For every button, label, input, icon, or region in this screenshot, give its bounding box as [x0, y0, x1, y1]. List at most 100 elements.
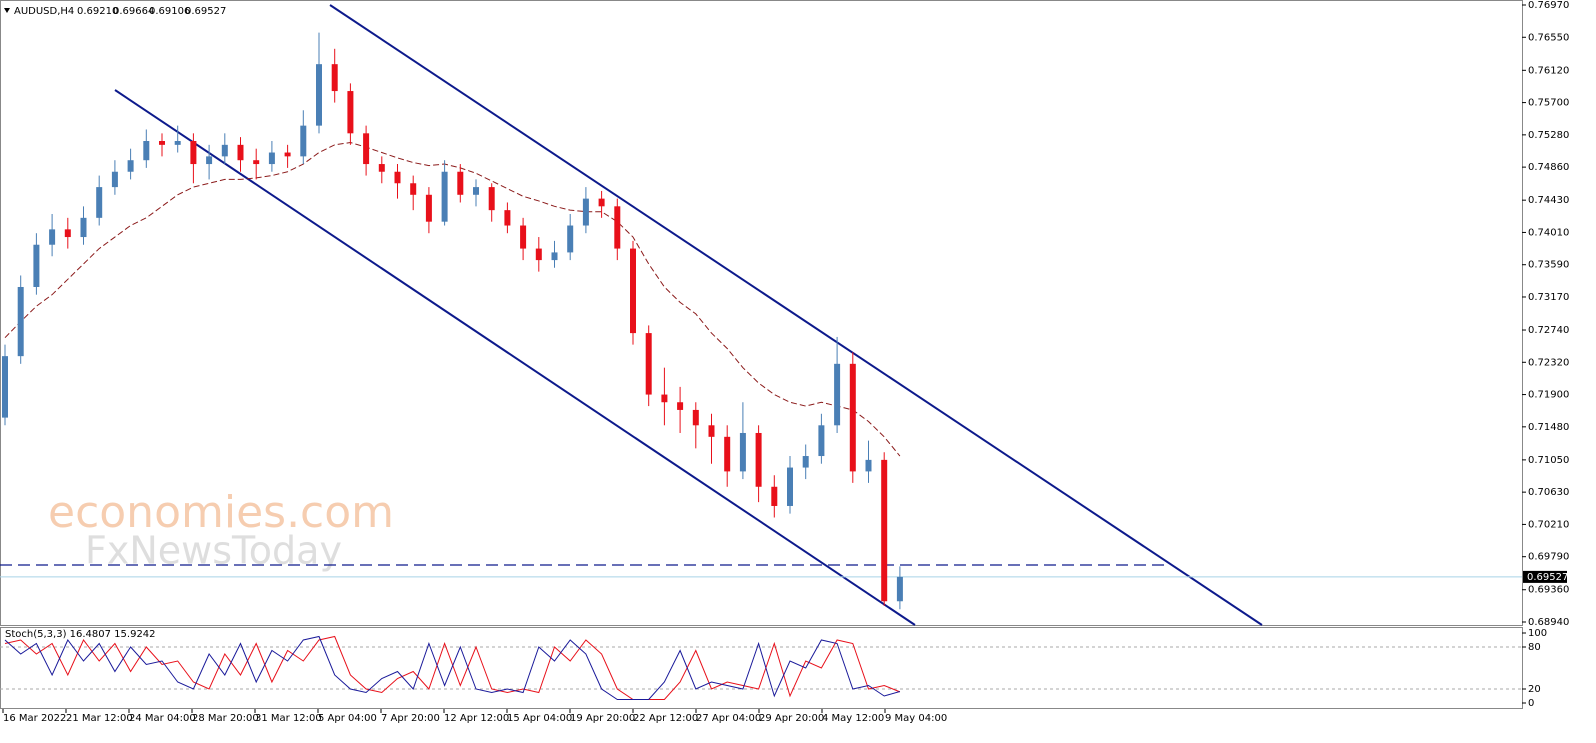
candle-body — [551, 252, 558, 261]
candle-body — [127, 160, 134, 172]
price-label: 0.75280 — [1528, 130, 1569, 141]
price-label: 0.70630 — [1528, 487, 1569, 498]
candle-body — [206, 156, 213, 165]
watermark: economies.com — [48, 487, 394, 538]
candle-body — [410, 183, 417, 195]
moving-average — [4, 142, 901, 457]
candle-body — [316, 64, 322, 126]
candle-body — [473, 187, 479, 195]
candle-body — [661, 394, 668, 403]
candle-body — [425, 194, 432, 222]
time-label: 27 Apr 04:00 — [696, 713, 761, 724]
channel-line — [329, 4, 1263, 626]
time-label: 16 Mar 2022 — [3, 713, 66, 724]
candle-body — [394, 171, 401, 184]
time-label: 9 May 04:00 — [885, 713, 947, 724]
time-label: 12 Apr 12:00 — [444, 713, 509, 724]
time-label: 19 Apr 20:00 — [570, 713, 635, 724]
candle-body — [111, 171, 118, 188]
candle-body — [818, 425, 825, 457]
candle-body — [80, 217, 87, 238]
candle-body — [582, 198, 589, 226]
candle-body — [190, 141, 197, 165]
candle-body — [755, 432, 762, 487]
price-label: 0.69360 — [1528, 585, 1569, 596]
time-label: 5 Apr 04:00 — [318, 713, 377, 724]
candle-body — [614, 206, 621, 249]
price-label: 0.74860 — [1528, 162, 1569, 173]
candle-body — [253, 160, 260, 165]
time-label: 15 Apr 04:00 — [507, 713, 572, 724]
candle-body — [64, 229, 71, 238]
stoch-label: Stoch(5,3,3) 16.4807 15.9242 — [5, 629, 156, 640]
ohlc: 0.69210 — [77, 6, 118, 17]
time-label: 31 Mar 12:00 — [255, 713, 322, 724]
candle-body — [159, 141, 165, 145]
stoch-tick-label: 0 — [1528, 698, 1534, 709]
price-label: 0.76120 — [1528, 65, 1569, 76]
price-label: 0.75700 — [1528, 98, 1569, 109]
candle-body — [488, 187, 495, 211]
watermark: FxNewsToday — [85, 529, 342, 573]
price-label: 0.76970 — [1528, 0, 1569, 11]
candle-body — [17, 286, 24, 357]
time-label: 21 Mar 12:00 — [66, 713, 133, 724]
price-tag-label: 0.69527 — [1527, 572, 1568, 583]
candle-body — [441, 171, 448, 222]
price-label: 0.69790 — [1528, 552, 1569, 563]
price-label: 0.71480 — [1528, 422, 1569, 433]
time-label: 7 Apr 20:00 — [381, 713, 440, 724]
price-label: 0.72740 — [1528, 325, 1569, 336]
price-tag — [1523, 570, 1567, 583]
candle-body — [2, 356, 8, 418]
price-label: 0.71050 — [1528, 455, 1569, 466]
candle-body — [802, 456, 809, 468]
time-label: 28 Mar 20:00 — [192, 713, 259, 724]
candle-body — [284, 152, 291, 157]
candle-body — [724, 436, 731, 472]
candle-body — [896, 576, 903, 602]
price-label: 0.70210 — [1528, 519, 1569, 530]
stoch-signal — [4, 635, 901, 700]
candle-body — [771, 486, 778, 506]
candle-body — [331, 64, 338, 92]
time-label: 22 Apr 12:00 — [633, 713, 698, 724]
stoch-tick-label: 20 — [1528, 684, 1541, 695]
marks: 0.76970 0.76550 0.76120 0.75700 0.75280 0.748… — [0, 0, 1569, 724]
candle-body — [739, 432, 746, 472]
candle-body — [33, 244, 40, 287]
ohlc: 0.69527 — [185, 6, 226, 17]
price-label: 0.73590 — [1528, 260, 1569, 271]
ohlc: 0.69106 — [149, 6, 190, 17]
price-label: 0.74010 — [1528, 227, 1569, 238]
candle-body — [520, 225, 527, 249]
time-label: 4 May 12:00 — [822, 713, 884, 724]
price-label: 0.76550 — [1528, 32, 1569, 43]
candle-body — [363, 133, 370, 165]
time-label: 29 Apr 20:00 — [759, 713, 824, 724]
stoch-main — [4, 635, 901, 700]
candle-body — [174, 141, 181, 145]
candle-body — [692, 409, 699, 426]
price-label: 0.71900 — [1528, 390, 1569, 401]
candle-body — [849, 363, 856, 472]
candle-body — [504, 210, 511, 226]
candle-body — [787, 467, 793, 506]
candle-body — [630, 248, 636, 334]
price-label: 0.74430 — [1528, 195, 1569, 206]
candle-body — [96, 187, 103, 218]
candle-body — [237, 144, 244, 161]
candle-body — [708, 425, 715, 437]
price-label: 0.68940 — [1528, 617, 1569, 628]
candle-body — [221, 144, 228, 157]
time-label: 24 Mar 04:00 — [129, 713, 196, 724]
candle-body — [457, 171, 464, 195]
candle-body — [645, 333, 652, 395]
price-label: 0.72320 — [1528, 357, 1569, 368]
menu-arrow[interactable] — [4, 8, 10, 13]
symbol: AUDUSD,H4 — [14, 6, 74, 17]
candle-body — [347, 91, 354, 134]
stoch-tick-label: 100 — [1528, 628, 1547, 639]
candle-body — [865, 459, 872, 472]
